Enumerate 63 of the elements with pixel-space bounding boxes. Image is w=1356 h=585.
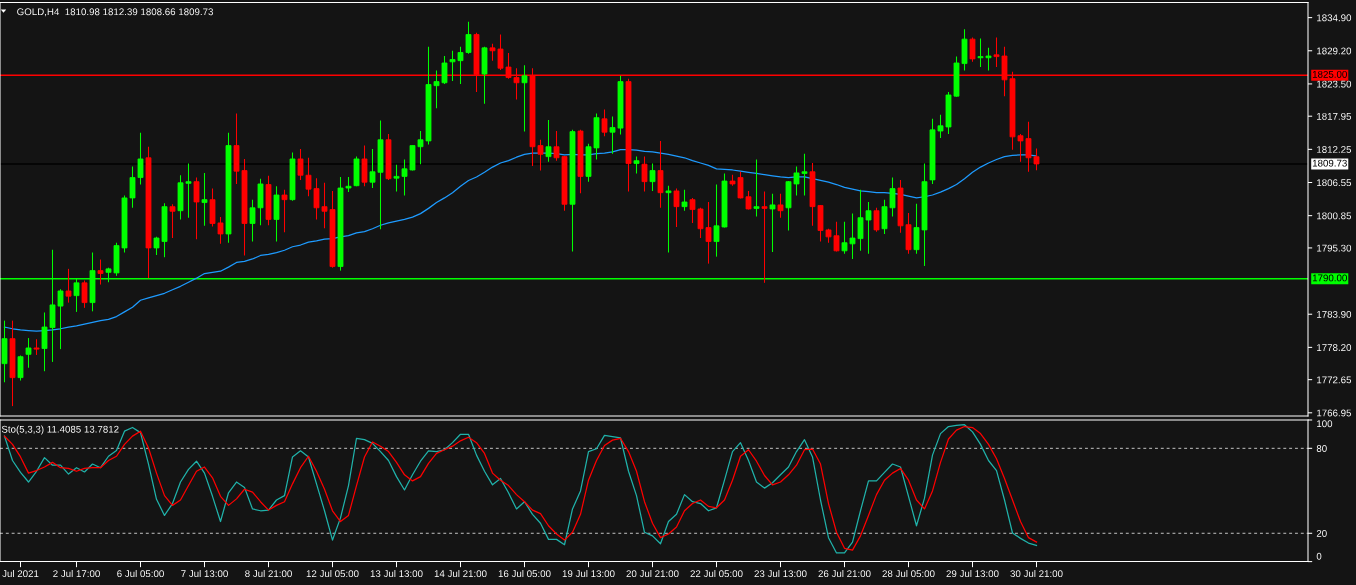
- x-tick-label: 19 Jul 13:00: [562, 569, 615, 578]
- y-tick-label: 1806.55: [1317, 179, 1352, 187]
- x-tick-label: 8 Jul 21:00: [245, 569, 292, 578]
- x-tick-label: 20 Jul 21:00: [626, 569, 679, 578]
- x-tick-label: 6 Jul 05:00: [117, 569, 164, 578]
- y-tick-label: 100: [1317, 420, 1333, 428]
- candlestick: [673, 188, 680, 228]
- chart-title: Sto(5,3,3) 11.4085 13.7812: [1, 425, 119, 435]
- y-tick-label: 80: [1316, 445, 1327, 452]
- candlestick: [641, 156, 648, 193]
- candlestick: [649, 163, 656, 192]
- ref-line-label: 1809.73: [1312, 159, 1347, 167]
- y-tick-label: 1812.25: [1317, 146, 1352, 153]
- y-tick-label: 1800.85: [1317, 212, 1352, 220]
- x-tick-label: 29 Jul 13:00: [946, 569, 999, 578]
- candlestick: [361, 145, 368, 187]
- candlestick: [201, 172, 208, 227]
- x-tick-label: 13 Jul 13:00: [370, 569, 423, 578]
- y-tick-label: 1817.95: [1317, 112, 1352, 120]
- y-tick-label: 20: [1316, 530, 1327, 537]
- candlestick: [601, 108, 608, 137]
- candlestick: [65, 268, 72, 304]
- candlestick: [81, 279, 88, 309]
- candlestick: [761, 190, 768, 284]
- x-tick-label: Jul 2021: [2, 569, 39, 578]
- candlestick: [97, 259, 104, 286]
- y-tick-label: 1829.20: [1317, 47, 1352, 55]
- candlestick: [281, 189, 288, 233]
- candlestick: [25, 337, 32, 369]
- candlestick: [665, 185, 672, 254]
- candlestick: [777, 193, 784, 219]
- y-tick-label: 1766.95: [1317, 409, 1352, 417]
- y-tick-label: 1834.90: [1317, 14, 1352, 22]
- y-tick-label: 0: [1316, 552, 1322, 560]
- x-tick-label: 12 Jul 05:00: [306, 569, 359, 578]
- x-tick-label: 7 Jul 13:00: [181, 569, 228, 578]
- candlestick: [193, 177, 200, 240]
- x-tick-label: 22 Jul 05:00: [690, 569, 743, 578]
- y-tick-label: 1795.30: [1317, 244, 1352, 252]
- candlestick: [169, 203, 176, 239]
- text: GOLD,H4 1810.98 1812.39 1808.66 1809.73: [17, 8, 213, 17]
- candlestick: [657, 140, 664, 209]
- candlestick: [521, 64, 528, 133]
- candlestick: [769, 193, 776, 253]
- ref-line-label: 1825.00: [1312, 70, 1347, 78]
- candlestick: [873, 207, 880, 233]
- x-tick-label: 30 Jul 21:00: [1010, 569, 1063, 578]
- x-tick-label: 28 Jul 05:00: [882, 569, 935, 578]
- candlestick: [753, 159, 760, 218]
- x-tick-label: 26 Jul 21:00: [818, 569, 871, 578]
- y-tick-label: 1778.20: [1317, 344, 1352, 351]
- x-tick-label: 23 Jul 13:00: [754, 569, 807, 578]
- ref-line-label: 1790.00: [1312, 274, 1347, 282]
- candlestick: [969, 36, 976, 63]
- y-tick-label: 1772.65: [1317, 376, 1352, 384]
- x-tick-label: 16 Jul 05:00: [498, 569, 551, 578]
- x-tick-label: 2 Jul 17:00: [53, 569, 100, 578]
- y-tick-label: 1783.90: [1317, 310, 1352, 318]
- candlestick: [17, 355, 24, 382]
- y-tick-label: 1823.50: [1317, 80, 1352, 88]
- x-tick-label: 14 Jul 21:00: [434, 569, 487, 578]
- candlestick: [681, 189, 688, 212]
- candlestick: [545, 119, 552, 163]
